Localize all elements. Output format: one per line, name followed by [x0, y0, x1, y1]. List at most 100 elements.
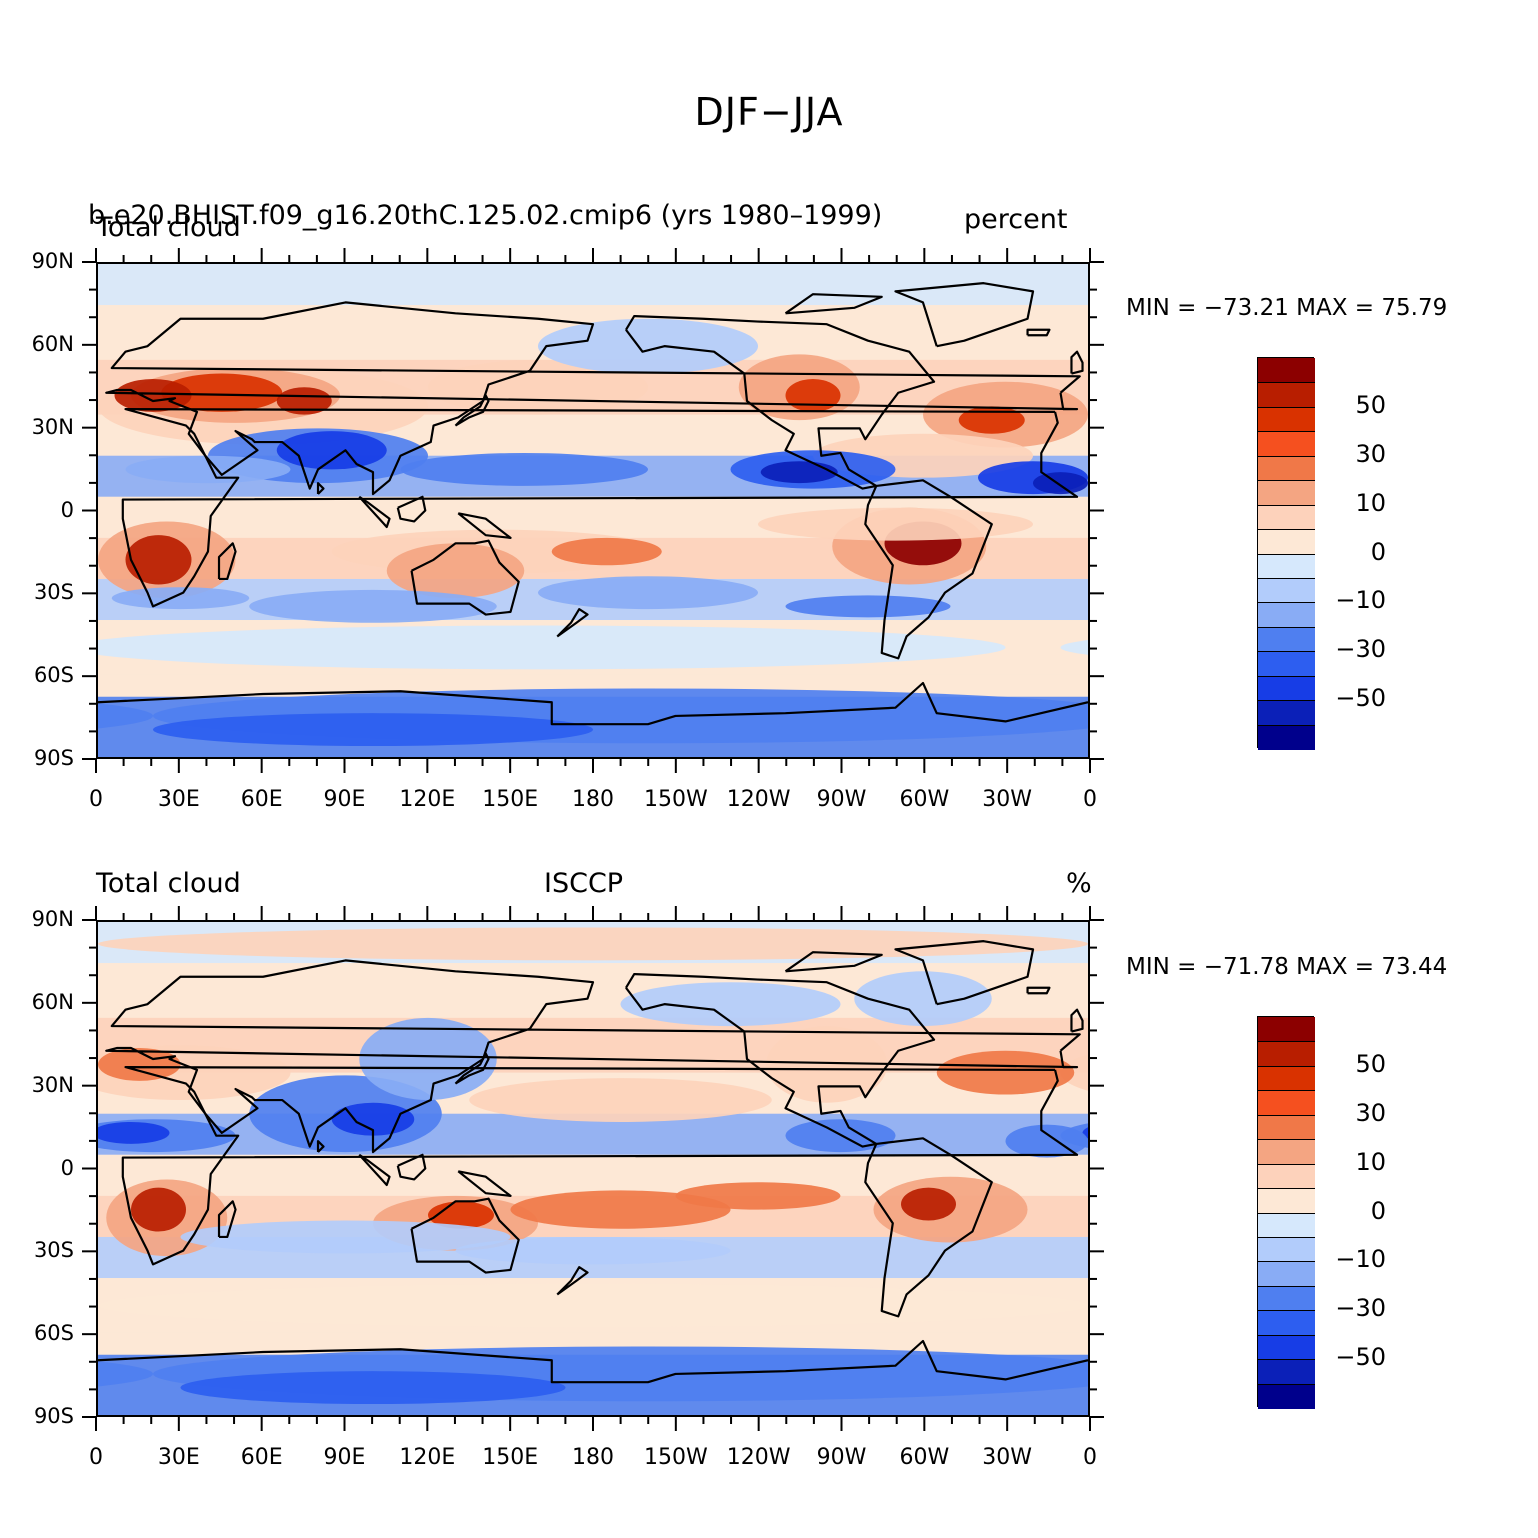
lat-tick-label: 90S [33, 1404, 74, 1428]
lon-tick-label: 150E [482, 1445, 539, 1470]
colorbar-label: −50 [1335, 1343, 1386, 1372]
lon-tick-label: 150E [482, 787, 539, 812]
colorbar-swatch [1258, 577, 1315, 604]
colorbar-swatch [1258, 382, 1315, 408]
lon-tick-label: 120W [726, 1445, 791, 1470]
colorbar-swatch [1258, 675, 1315, 702]
lat-tick-label: 60S [33, 663, 74, 688]
colorbar-label: 10 [1355, 1147, 1386, 1176]
panel2-center-title: ISCCP [544, 868, 624, 899]
lon-tick-label: 120E [399, 1445, 456, 1470]
colorbar-swatch [1258, 1065, 1315, 1092]
lon-tick-label: 90W [816, 787, 867, 812]
lon-tick-label: 0 [89, 1445, 103, 1470]
colorbar-label: 30 [1355, 1098, 1386, 1127]
colorbar-swatch [1258, 700, 1315, 726]
lat-tick-label: 30N [31, 414, 74, 439]
colorbar-label: −30 [1335, 1294, 1386, 1323]
panel2-map [96, 920, 1090, 1417]
lon-tick-label: 150W [643, 1445, 708, 1470]
colorbar-label: −10 [1335, 1245, 1386, 1274]
lon-tick-label: 30W [982, 787, 1033, 812]
lat-tick-label: 60N [31, 989, 74, 1014]
colorbar-swatch [1258, 431, 1315, 457]
colorbar-swatch [1258, 1090, 1315, 1116]
colorbar-label: 30 [1355, 439, 1386, 468]
lon-tick-label: 120W [726, 787, 791, 812]
colorbar-swatch [1258, 406, 1315, 433]
figure-title: DJF−JJA [694, 90, 844, 134]
colorbar-label: 0 [1370, 1196, 1386, 1225]
panel1-map [96, 262, 1090, 759]
lon-tick-label: 60E [240, 1445, 283, 1470]
colorbar-swatch [1258, 602, 1315, 628]
lon-tick-label: 180 [572, 1445, 614, 1470]
colorbar-label: −50 [1335, 684, 1386, 713]
colorbar-swatch [1258, 1285, 1315, 1312]
colorbar-swatch [1258, 1017, 1315, 1043]
lon-tick-label: 60E [240, 787, 283, 812]
colorbar-swatch [1258, 1359, 1315, 1385]
colorbar-swatch [1258, 626, 1315, 653]
colorbar-swatch [1258, 1139, 1315, 1165]
lat-tick-label: 30S [33, 1238, 74, 1263]
lon-tick-label: 60W [899, 1445, 950, 1470]
lat-tick-label: 30N [31, 1072, 74, 1097]
lon-tick-label: 90W [816, 1445, 867, 1470]
panel2-left-label: Total cloud [96, 868, 241, 899]
lon-tick-label: 90E [323, 1445, 366, 1470]
colorbar-label: 50 [1355, 390, 1386, 419]
lat-tick-label: 60N [31, 331, 74, 356]
colorbar-swatch [1258, 1212, 1315, 1238]
lon-tick-label: 120E [399, 787, 456, 812]
panel2-units-label: % [1066, 868, 1092, 899]
lat-tick-label: 0 [60, 1155, 74, 1180]
colorbar-label: 50 [1355, 1049, 1386, 1078]
lon-tick-label: 30E [157, 787, 200, 812]
colorbar-label: 0 [1370, 537, 1386, 566]
colorbar-swatch [1258, 1163, 1315, 1190]
panel1-units-label: percent [964, 204, 1068, 235]
colorbar-swatch [1258, 1041, 1315, 1067]
panel1-colorbar [1257, 357, 1315, 750]
lon-tick-label: 60W [899, 787, 950, 812]
lon-tick-label: 0 [1083, 1445, 1097, 1470]
colorbar-swatch [1258, 1383, 1315, 1409]
colorbar-swatch [1258, 358, 1315, 384]
colorbar-swatch [1258, 724, 1315, 750]
colorbar-swatch [1258, 504, 1315, 531]
lon-tick-label: 0 [89, 787, 103, 812]
lat-tick-label: 60S [33, 1321, 74, 1346]
panel2-colorbar [1257, 1016, 1315, 1409]
lon-tick-label: 180 [572, 787, 614, 812]
colorbar-swatch [1258, 1114, 1315, 1141]
colorbar-swatch [1258, 1188, 1315, 1214]
colorbar-swatch [1258, 1236, 1315, 1263]
panel1-left-label: Total cloud [96, 212, 241, 243]
panel2-minmax: MIN = −71.78 MAX = 73.44 [1126, 954, 1448, 980]
lat-tick-label: 0 [60, 497, 74, 522]
cloud-anomaly-field [98, 264, 1088, 757]
colorbar-label: −30 [1335, 635, 1386, 664]
lon-tick-label: 30E [157, 1445, 200, 1470]
lon-tick-label: 0 [1083, 787, 1097, 812]
lon-tick-label: 30W [982, 1445, 1033, 1470]
lon-tick-label: 150W [643, 787, 708, 812]
panel1-center-title: b.e20.BHIST.f09_g16.20thC.125.02.cmip6 (… [88, 200, 883, 231]
lat-tick-label: 90S [33, 746, 74, 770]
colorbar-label: 10 [1355, 488, 1386, 517]
lat-tick-label: 30S [33, 580, 74, 605]
colorbar-swatch [1258, 1334, 1315, 1361]
colorbar-swatch [1258, 651, 1315, 677]
panel1-minmax: MIN = −73.21 MAX = 75.79 [1126, 295, 1448, 321]
colorbar-swatch [1258, 529, 1315, 555]
colorbar-swatch [1258, 1261, 1315, 1287]
lon-tick-label: 90E [323, 787, 366, 812]
colorbar-swatch [1258, 1310, 1315, 1336]
lat-tick-label: 90N [31, 907, 74, 931]
cloud-anomaly-field [98, 922, 1088, 1415]
colorbar-swatch [1258, 480, 1315, 506]
colorbar-swatch [1258, 455, 1315, 482]
colorbar-label: −10 [1335, 586, 1386, 615]
colorbar-swatch [1258, 553, 1315, 579]
